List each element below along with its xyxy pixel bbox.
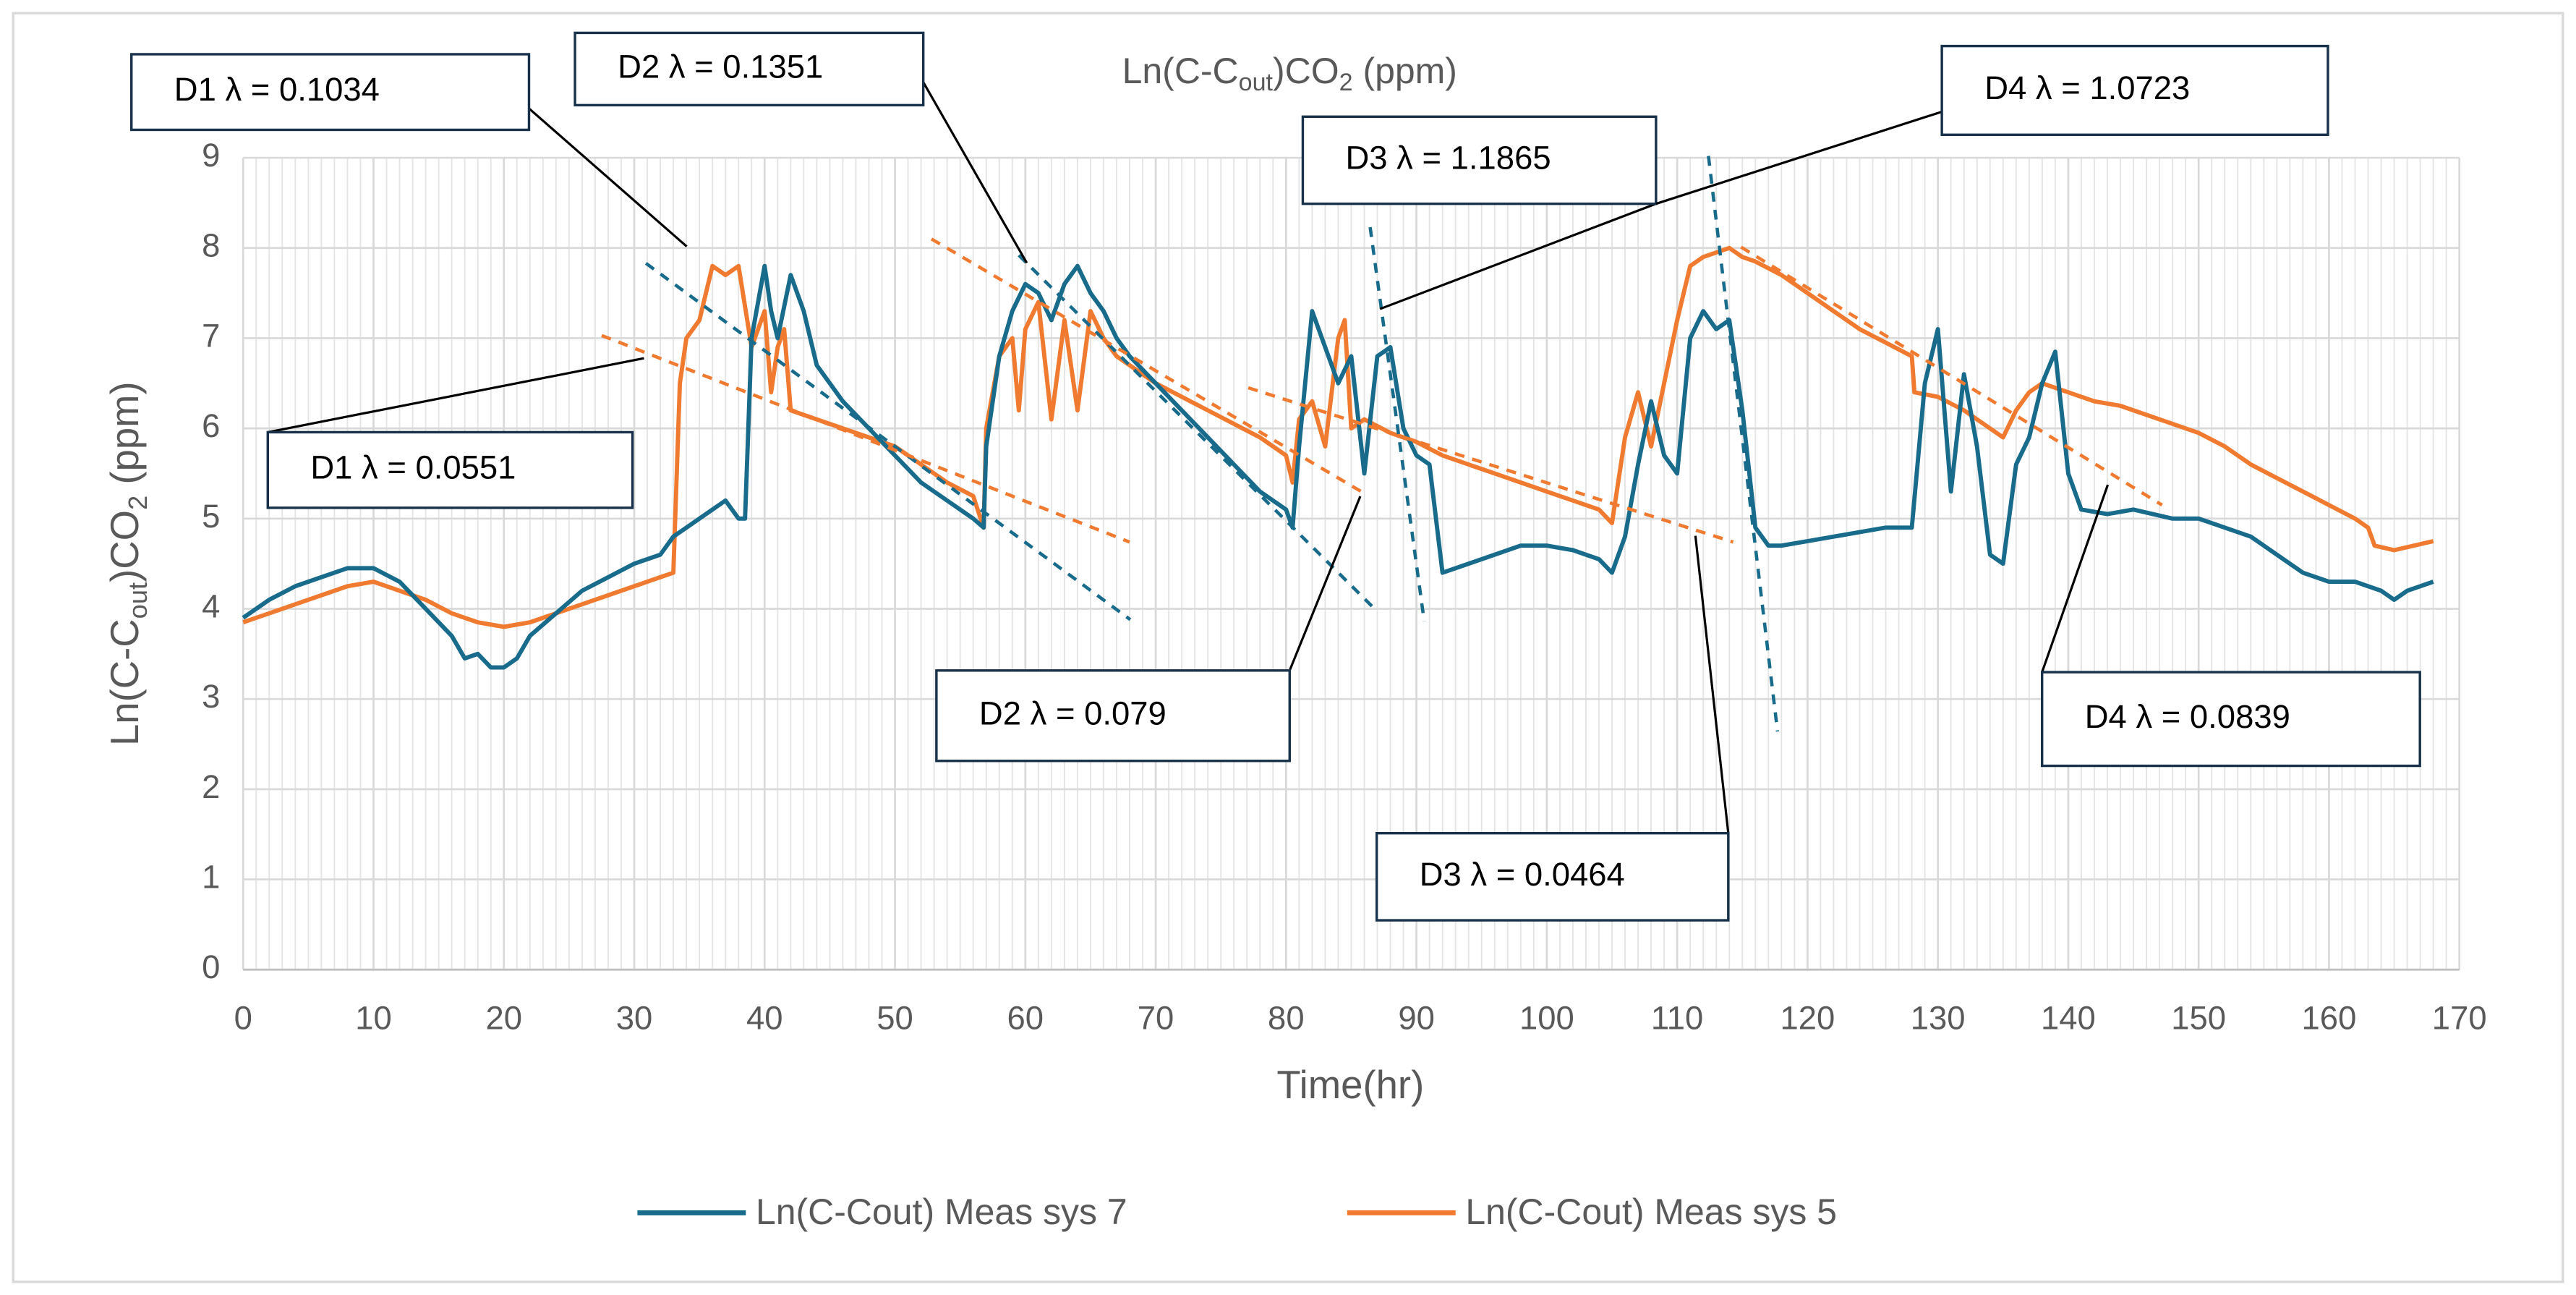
y-label-part: out	[123, 582, 153, 619]
y-tick-label: 6	[202, 407, 220, 444]
callout-box	[2040, 671, 2421, 768]
callout-box	[1375, 831, 1730, 922]
y-tick-label: 7	[202, 317, 220, 354]
x-tick-label: 50	[877, 1000, 913, 1037]
title-part: Ln(C-C	[1122, 51, 1239, 91]
callout-box	[266, 430, 634, 509]
y-label-part: )CO	[103, 510, 148, 582]
title-part: 2	[1339, 69, 1353, 96]
y-tick-label: 3	[202, 678, 220, 715]
callout-leader	[2041, 484, 2110, 673]
y-tick-label: 5	[202, 498, 220, 535]
callout-label: D2 λ = 0.1351	[618, 48, 823, 85]
data-line	[242, 245, 2434, 629]
callout-leader	[1655, 110, 1942, 205]
y-label-part: 2	[123, 496, 153, 510]
legend-label: Ln(C-Cout) Meas sys 7	[756, 1192, 1127, 1232]
callout-box	[130, 53, 531, 132]
x-tick-label: 170	[2432, 1000, 2487, 1037]
chart-title: Ln(C-Cout)CO2 (ppm)	[1122, 51, 1457, 95]
callout-label: D3 λ = 1.1865	[1346, 139, 1551, 176]
x-tick-label: 130	[1911, 1000, 1966, 1037]
callout-label: D1 λ = 0.0551	[310, 449, 516, 486]
y-tick-label: 0	[202, 948, 220, 985]
x-tick-label: 90	[1398, 1000, 1435, 1037]
callout-label: D2 λ = 0.079	[979, 695, 1167, 731]
title-part: out	[1239, 69, 1274, 96]
title-part: )CO	[1273, 51, 1339, 91]
x-tick-label: 20	[485, 1000, 522, 1037]
trend-line	[601, 334, 1130, 544]
callout-box	[573, 31, 925, 107]
annotations: D1 λ = 0.1034 D1 λ = 0.0551 D2 λ = 0.1351 D…	[130, 31, 2421, 922]
y-tick-label: 2	[202, 768, 220, 805]
callout-leader	[1694, 535, 1730, 833]
x-tick-label: 150	[2171, 1000, 2226, 1037]
callout-leader	[1288, 496, 1362, 671]
x-tick-label: 70	[1138, 1000, 1174, 1037]
y-tick-label: 4	[202, 587, 220, 624]
callout-label: D1 λ = 0.1034	[174, 71, 380, 108]
trend-line	[930, 237, 1365, 495]
y-tick-label: 9	[202, 137, 220, 174]
callout-box	[935, 669, 1291, 763]
x-tick-label: 100	[1519, 1000, 1574, 1037]
y-label-part: (ppm)	[103, 381, 148, 495]
y-label-part: Ln(C-C	[103, 619, 148, 746]
trend-line	[1018, 254, 1379, 613]
callout-box	[1301, 115, 1658, 205]
data-line	[242, 263, 2434, 670]
y-tick-label: 1	[202, 859, 220, 896]
trend-line	[1248, 386, 1734, 544]
plot-lines	[242, 156, 2434, 732]
y-axis-title: Ln(C-Cout)CO2 (ppm)	[103, 381, 153, 746]
x-tick-label: 30	[616, 1000, 653, 1037]
x-tick-label: 140	[2041, 1000, 2096, 1037]
x-tick-label: 40	[746, 1000, 783, 1037]
x-tick-label: 160	[2302, 1000, 2357, 1037]
trend-line	[644, 262, 1132, 621]
x-tick-label: 80	[1268, 1000, 1305, 1037]
y-tick-label: 8	[202, 227, 220, 264]
x-tick-label: 60	[1007, 1000, 1044, 1037]
callout-leader	[1379, 203, 1657, 310]
trend-line	[1368, 226, 1426, 622]
callout-label: D4 λ = 0.0839	[2085, 698, 2290, 735]
callout-label: D4 λ = 1.0723	[1984, 69, 2190, 106]
callout-label: D3 λ = 0.0464	[1420, 856, 1625, 893]
legend-label: Ln(C-Cout) Meas sys 5	[1465, 1192, 1837, 1232]
x-tick-label: 0	[234, 1000, 252, 1037]
callout-leader	[528, 107, 688, 247]
title-part: (ppm)	[1353, 51, 1457, 91]
callout-leader	[922, 81, 1028, 264]
callout-box	[1940, 44, 2329, 136]
x-tick-label: 120	[1780, 1000, 1835, 1037]
x-tick-label: 110	[1651, 1000, 1703, 1037]
x-axis-title: Time(hr)	[1276, 1063, 1424, 1107]
trend-line	[1707, 156, 1780, 732]
callout-leader	[267, 357, 644, 433]
x-tick-label: 10	[355, 1000, 392, 1037]
